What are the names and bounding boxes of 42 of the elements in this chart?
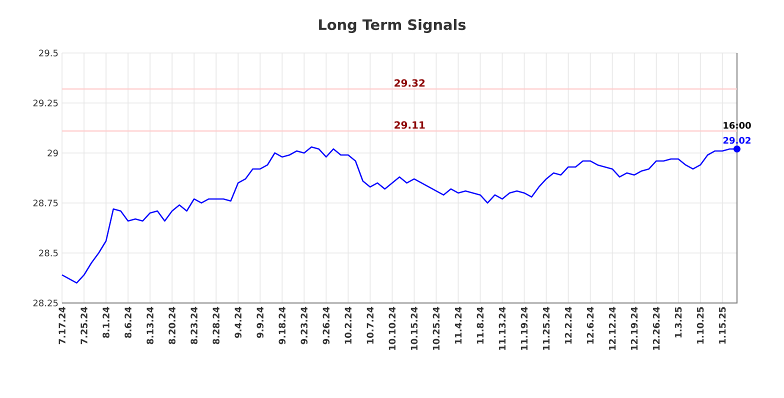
x-tick-label: 12.6.24 xyxy=(586,306,594,344)
x-tick-label: 10.10.24 xyxy=(388,306,396,350)
x-tick-label: 8.20.24 xyxy=(168,306,176,344)
x-tick-label: 11.8.24 xyxy=(476,306,484,344)
x-tick-label: 12.26.24 xyxy=(652,306,660,350)
x-tick-label: 7.17.24 xyxy=(58,306,66,344)
x-tick-label: 11.4.24 xyxy=(454,306,462,344)
ref-line-label: 29.32 xyxy=(394,79,425,87)
x-tick-label: 9.23.24 xyxy=(300,306,308,344)
x-tick-label: 8.13.24 xyxy=(146,306,154,344)
annotation: 16:00 xyxy=(724,122,751,129)
x-tick-label: 11.13.24 xyxy=(498,306,506,350)
x-tick-label: 8.28.24 xyxy=(212,306,220,344)
x-tick-label: 11.25.24 xyxy=(542,306,550,350)
x-tick-label: 9.18.24 xyxy=(278,306,286,344)
x-tick-label: 1.10.25 xyxy=(696,307,704,344)
x-tick-label: 7.25.24 xyxy=(80,306,88,344)
y-tick-label: 29 xyxy=(48,150,58,156)
ref-line-label: 29.11 xyxy=(394,121,425,129)
x-tick-label: 9.9.24 xyxy=(256,306,264,338)
x-tick-label: 12.19.24 xyxy=(630,306,638,350)
annotation: 29.02 xyxy=(723,136,750,144)
x-tick-label: 8.6.24 xyxy=(124,306,132,338)
x-tick-label: 9.4.24 xyxy=(234,306,242,338)
chart-title: Long Term Signals xyxy=(319,18,466,34)
x-tick-label: 11.19.24 xyxy=(520,306,528,350)
y-tick-label: 28.5 xyxy=(39,250,58,256)
x-tick-label: 10.15.24 xyxy=(410,306,418,350)
x-tick-label: 8.23.24 xyxy=(190,306,198,344)
x-tick-label: 9.26.24 xyxy=(322,306,330,344)
x-tick-label: 10.2.24 xyxy=(344,306,352,344)
y-tick-label: 29.5 xyxy=(39,50,58,56)
x-tick-label: 12.2.24 xyxy=(564,306,572,344)
x-tick-label: 1.15.25 xyxy=(718,307,726,344)
x-tick-label: 8.1.24 xyxy=(102,306,110,338)
x-tick-label: 10.25.24 xyxy=(432,306,440,350)
y-tick-label: 28.25 xyxy=(33,300,58,306)
x-tick-label: 12.12.24 xyxy=(608,306,616,350)
x-tick-label: 10.7.24 xyxy=(366,306,374,344)
x-tick-label: 1.3.25 xyxy=(674,307,682,338)
y-tick-label: 28.75 xyxy=(33,200,58,206)
y-tick-label: 29.25 xyxy=(33,100,58,106)
